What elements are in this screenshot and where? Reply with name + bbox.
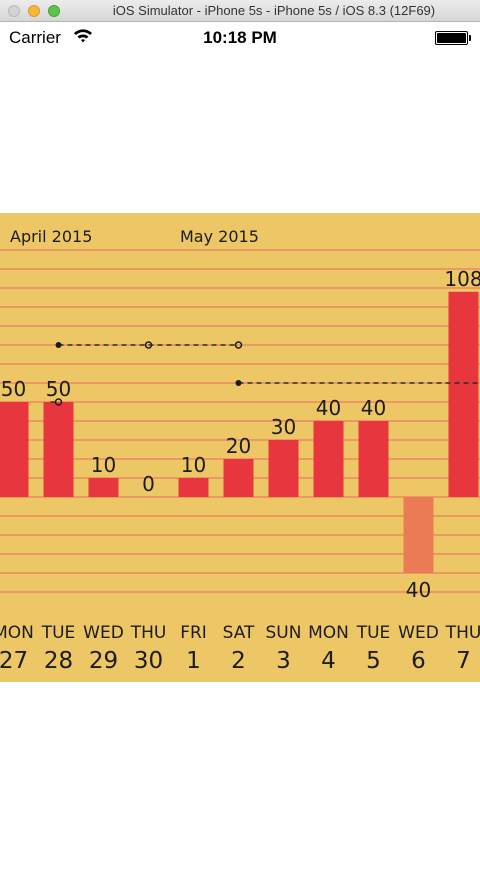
bar: [448, 291, 479, 497]
window-minimize-button[interactable]: [28, 5, 40, 17]
date-label: 5: [366, 648, 381, 674]
date-label: 28: [44, 648, 73, 674]
window-title: iOS Simulator - iPhone 5s - iPhone 5s / …: [112, 3, 436, 18]
bar: [223, 459, 254, 497]
weekday-label: MON: [308, 623, 349, 643]
bar: [268, 440, 299, 497]
bar-value-label: 30: [271, 415, 296, 439]
weekday-label: THU: [445, 623, 480, 643]
bar-value-label: 10: [91, 453, 116, 477]
weekday-label: SUN: [266, 623, 302, 643]
bar-value-label: 10: [181, 453, 206, 477]
bar-value-label: 40: [406, 578, 431, 602]
simulator-title-bar: iOS Simulator - iPhone 5s - iPhone 5s / …: [0, 0, 480, 22]
date-label: 30: [134, 648, 163, 674]
weekday-label: TUE: [356, 623, 391, 643]
date-label: 7: [456, 648, 471, 674]
weekday-label: SAT: [223, 623, 255, 643]
weekday-label: TUE: [41, 623, 76, 643]
bar: [0, 402, 29, 497]
bar: [403, 497, 434, 573]
weekday-label: WED: [398, 623, 439, 643]
reference-marker: [235, 380, 242, 386]
date-label: 1: [186, 648, 201, 674]
bar: [358, 421, 389, 497]
date-label: 2: [231, 648, 246, 674]
reference-marker: [54, 398, 63, 406]
bar-value-label: 40: [361, 396, 386, 420]
bar-value-label: 20: [226, 434, 251, 458]
date-label: 4: [321, 648, 336, 674]
bar: [43, 402, 74, 497]
wifi-icon: [74, 29, 92, 43]
month-label-april: April 2015: [10, 227, 93, 246]
window-zoom-button[interactable]: [48, 5, 60, 17]
status-time: 10:18 PM: [203, 28, 277, 47]
carrier-label: Carrier: [9, 28, 61, 47]
reference-marker: [55, 342, 62, 348]
month-label-may: May 2015: [180, 227, 259, 246]
calendar-chart-panel: 50 50 10 0 10 20 30 40 40 40 108 MON 27 TUE 28 WED 29 THU…: [0, 213, 480, 682]
window-close-button[interactable]: [8, 5, 20, 17]
date-label: 27: [0, 648, 28, 674]
weekday-label: WED: [83, 623, 124, 643]
bar: [88, 478, 119, 497]
bar-value-label: 50: [46, 377, 71, 401]
bar: [178, 478, 209, 497]
weekday-label: MON: [0, 623, 34, 643]
weekday-label: FRI: [180, 623, 207, 643]
bar: [313, 421, 344, 497]
date-label: 6: [411, 648, 426, 674]
bar-value-label: 108: [444, 267, 480, 291]
reference-marker: [234, 341, 243, 349]
battery-icon: [435, 31, 471, 45]
ios-status-bar: Carrier 10:18 PM: [0, 22, 480, 54]
date-label: 3: [276, 648, 291, 674]
bar-value-label: 50: [1, 377, 26, 401]
bar-value-label: 40: [316, 396, 341, 420]
bar-value-label: 0: [142, 472, 155, 496]
date-label: 29: [89, 648, 118, 674]
weekday-label: THU: [130, 623, 167, 643]
